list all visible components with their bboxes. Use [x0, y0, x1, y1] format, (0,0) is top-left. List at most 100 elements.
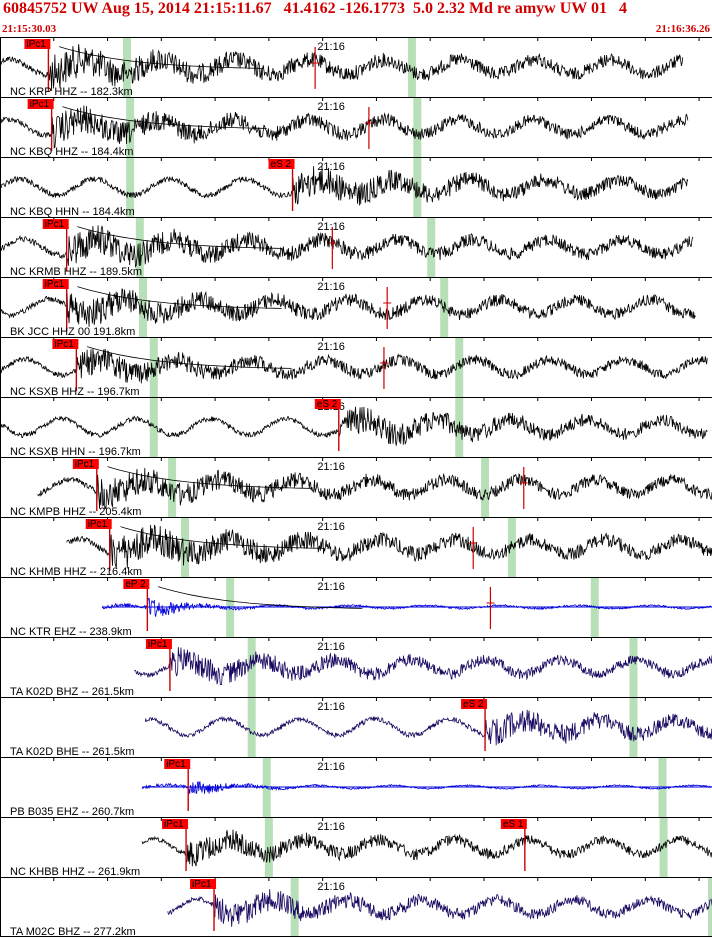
phase-band — [149, 338, 158, 397]
waveform-trace — [0, 44, 684, 91]
pick-flag — [190, 879, 217, 889]
pick-flag — [314, 399, 341, 409]
waveform-trace — [66, 524, 712, 569]
waveform-trace — [0, 166, 689, 206]
minute-tick-label: 21:16 — [317, 701, 345, 713]
phase-band — [149, 398, 158, 457]
trace-row: 21:16 eS 2 TA K02D BHE -- 261.5km — [0, 697, 712, 758]
coda-curve — [157, 586, 363, 609]
waveform-trace — [141, 829, 712, 867]
waveform-trace — [0, 225, 694, 269]
pick-label: iPc1 — [54, 339, 74, 350]
trace-row: 21:16 iPc1 NC KSXB HHZ -- 196.7km — [0, 337, 712, 398]
pick-label: iPc1 — [30, 99, 50, 110]
trace-row: 21:16 iPc1 TA M02C BHZ -- 277.2km — [0, 877, 712, 938]
pick-label: iPc1 — [88, 519, 108, 530]
waveform-trace — [134, 647, 712, 686]
minute-tick-label: 21:16 — [317, 461, 345, 473]
pick-label: iPc1 — [45, 279, 65, 290]
trace-row: 21:16 eS 2 NC KBQ HHN -- 184.4km — [0, 157, 712, 218]
coda-curve — [120, 526, 325, 549]
minute-tick-label: 21:16 — [317, 881, 345, 893]
station-label: TA K02D BHZ -- 261.5km — [10, 686, 134, 698]
pick-label: eS 2 — [317, 399, 338, 410]
station-label: TA K02D BHE -- 261.5km — [10, 746, 135, 758]
pick-label: eS 1 — [503, 819, 524, 830]
waveform-trace — [37, 467, 712, 509]
trace-row: 21:16 iPc1 NC KRMB HHZ -- 189.5km — [0, 217, 712, 278]
pick-label: iPc1 — [166, 759, 186, 770]
pick-flag — [500, 819, 527, 829]
phase-band — [455, 338, 464, 397]
station-label: NC KSXB HHZ -- 196.7km — [10, 386, 140, 398]
station-label: NC KRP HHZ -- 182.3km — [10, 86, 133, 98]
station-label: NC KHBB HHZ -- 261.9km — [10, 866, 140, 878]
waveform-trace — [0, 406, 708, 446]
phase-band — [290, 878, 299, 937]
phase-band — [126, 158, 135, 217]
station-label: BK JCC HHZ 00 191.8km — [10, 326, 135, 338]
waveform-trace — [0, 105, 689, 149]
pick-label: iPc1 — [75, 459, 95, 470]
phase-band — [168, 458, 177, 517]
waveform-trace — [144, 709, 712, 746]
trace-row: 21:16 eP 2 NC KTR EHZ -- 238.9km — [0, 577, 712, 638]
trace-row: 21:16 iPc1 NC KRP HHZ -- 182.3km — [0, 37, 712, 98]
coda-curve — [62, 106, 267, 129]
waveform-trace — [167, 889, 712, 927]
coda-curve — [86, 346, 292, 369]
phase-band — [507, 518, 516, 577]
station-label: NC KHMB HHZ -- 216.4km — [10, 566, 142, 578]
pick-label: iPc1 — [192, 879, 212, 890]
waveform-trace — [101, 597, 712, 617]
phase-band — [247, 698, 256, 757]
trace-row: 21:16 iPc1 TA K02D BHZ -- 261.5km — [0, 637, 712, 698]
phase-band — [126, 98, 135, 157]
trace-row: 21:16 iPc1 NC KHMB HHZ -- 216.4km — [0, 517, 712, 578]
coda-curve — [107, 466, 312, 489]
pick-label: eS 2 — [463, 699, 484, 710]
phase-band — [481, 458, 490, 517]
phase-band — [122, 38, 131, 97]
station-label: NC KBQ HHN -- 184.4km — [10, 206, 135, 218]
trace-row: 21:16 iPc1 PB B035 EHZ -- 260.7km — [0, 757, 712, 818]
phase-band — [413, 98, 422, 157]
phase-band — [707, 878, 712, 937]
coda-curve — [77, 286, 282, 309]
pick-flag — [268, 159, 295, 169]
event-header-title: 60845752 UW Aug 15, 2014 21:15:11.67 41.… — [3, 0, 627, 17]
minute-tick-label: 21:16 — [317, 641, 345, 653]
phase-band — [264, 818, 273, 877]
minute-tick-label: 21:16 — [317, 101, 345, 113]
pick-flag — [72, 459, 99, 469]
start-time-label: 21:15:30.03 — [2, 23, 57, 35]
pick-flag — [42, 279, 69, 289]
pick-flag — [24, 39, 51, 49]
pick-flag — [27, 99, 54, 109]
minute-tick-label: 21:16 — [317, 581, 345, 593]
minute-tick-label: 21:16 — [317, 281, 345, 293]
pick-flag — [123, 579, 150, 589]
pick-label: iPc1 — [148, 639, 168, 650]
phase-band — [629, 638, 638, 697]
minute-tick-label: 21:16 — [317, 41, 345, 53]
pick-flag — [52, 339, 79, 349]
pick-flag — [42, 219, 69, 229]
end-time-label: 21:16:36.26 — [655, 23, 710, 35]
pick-label: iPc1 — [164, 819, 184, 830]
minute-tick-label: 21:16 — [317, 761, 345, 773]
pick-label: eS 2 — [271, 159, 292, 170]
station-label: PB B035 EHZ -- 260.7km — [10, 806, 134, 818]
minute-tick-label: 21:16 — [317, 161, 345, 173]
station-label: NC KRMB HHZ -- 189.5km — [10, 266, 142, 278]
pick-flag — [461, 699, 488, 709]
coda-curve — [77, 226, 282, 249]
pick-label: iPc1 — [26, 39, 46, 50]
phase-band — [427, 218, 436, 277]
pick-flag — [145, 639, 172, 649]
pick-flag — [164, 759, 191, 769]
trace-row: 21:16 iPc1 eS 1 NC KHBB HHZ -- 261.9km — [0, 817, 712, 878]
minute-tick-label: 21:16 — [317, 521, 345, 533]
